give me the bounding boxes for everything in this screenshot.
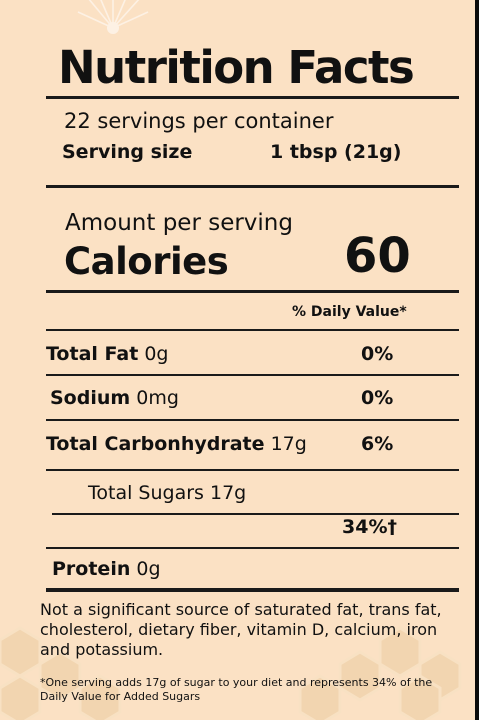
nutrient-row-total-fat: Total Fat 0g [46,343,169,365]
added-sugars-footnote: *One serving adds 17g of sugar to your d… [40,676,433,703]
nutrient-name: Protein [52,558,131,580]
label-title: Nutrition Facts [58,41,415,94]
protein-divider [46,588,459,592]
added-sugars-divider [46,547,459,549]
sugars-divider [52,513,459,515]
servings-per-container: 22 servings per container [64,109,334,133]
nutrient-amount: 0mg [136,387,179,409]
nutrient-amount: 17g [270,433,307,455]
daily-value-header: % Daily Value* [292,304,407,320]
frame-edge [475,0,479,720]
nutrient-name: Total Sugars [88,482,204,504]
calories-label: Calories [64,240,229,283]
serving-divider [46,185,459,188]
nutrient-row-sodium: Sodium 0mg [50,387,179,409]
nutrient-amount: 0g [144,343,169,365]
nutrient-amount: 17g [209,482,247,504]
calories-value: 60 [344,228,411,284]
honeycomb-decoration [0,626,462,720]
nutrient-dv-total-fat: 0% [361,343,394,365]
nutrient-name: Sodium [50,387,131,409]
title-divider [46,96,459,99]
nutrient-row-total-sugars: Total Sugars 17g [88,482,246,504]
nutrient-dv-total-carbohydrate: 6% [361,433,394,455]
carbohydrate-divider [46,469,459,471]
sodium-divider [46,419,459,421]
serving-size-value: 1 tbsp (21g) [270,141,402,163]
calories-divider [46,290,459,293]
nutrient-name: Total Carbonhydrate [46,433,265,455]
nutrient-row-protein: Protein 0g [52,558,161,580]
dv-header-divider [46,329,459,331]
flower-decoration-icon [77,0,149,34]
nutrient-name: Total Fat [46,343,139,365]
nutrient-dv-sodium: 0% [361,387,394,409]
added-sugars-dv: 34%† [342,516,397,538]
amount-per-serving: Amount per serving [65,210,293,236]
nutrient-row-total-carbohydrate: Total Carbonhydrate 17g [46,433,307,455]
total-fat-divider [46,374,459,376]
nutrient-amount: 0g [136,558,161,580]
not-significant-source-note: Not a significant source of saturated fa… [40,600,442,659]
serving-size-label: Serving size [62,141,193,163]
